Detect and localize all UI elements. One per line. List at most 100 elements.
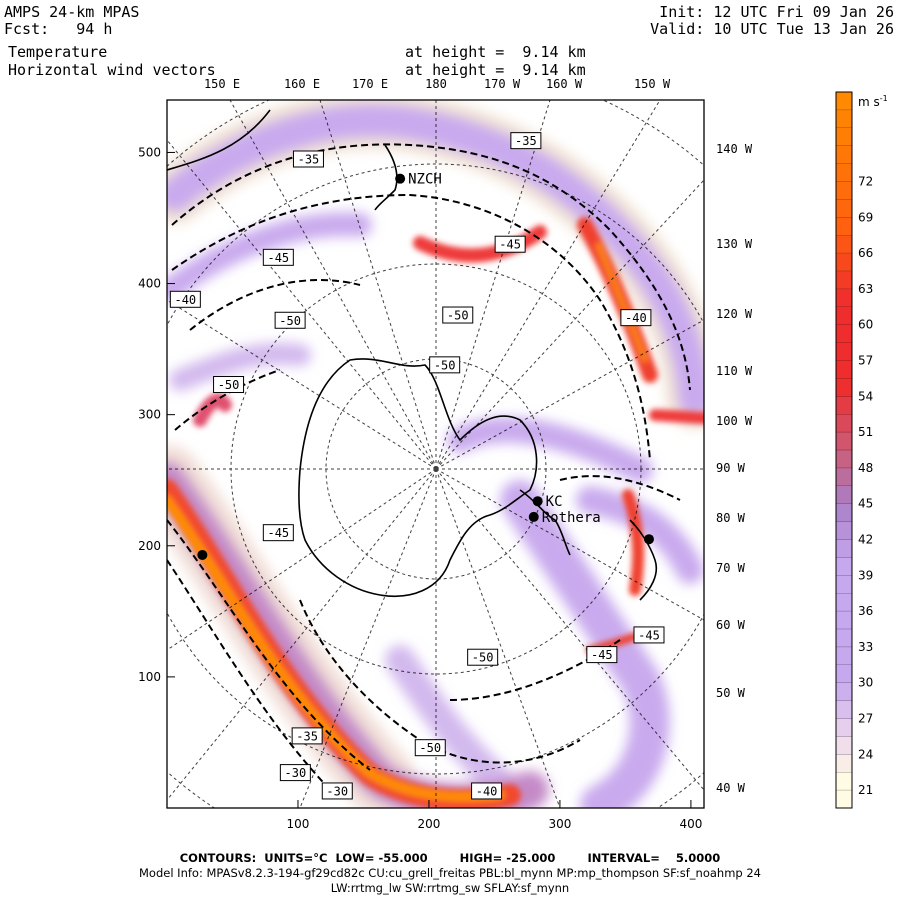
right-longitude-label: 140 W	[716, 142, 753, 156]
contour-label-box	[633, 626, 665, 644]
colorbar-segment	[836, 163, 852, 182]
colorbar-segment	[836, 557, 852, 576]
valid-label: Valid:	[650, 20, 705, 38]
colorbar-tick-label: 66	[858, 246, 873, 260]
top-longitude-label: 170 E	[352, 77, 388, 91]
x-tick-label: 300	[548, 817, 571, 831]
colorbar-segment	[836, 736, 852, 755]
australia-coast	[167, 109, 271, 171]
colorbar-segment	[836, 360, 852, 379]
colorbar-frame	[835, 91, 853, 809]
footer-model-info: Model Info: MPASv8.2.3-194-gf29cd82c CU:…	[139, 866, 761, 880]
contour-label-box	[262, 524, 294, 542]
x-tick-label: 100	[287, 817, 310, 831]
colorbar-tick-label: 51	[858, 425, 873, 439]
footer-contours: CONTOURS: UNITS=°C LOW= -55.000 HIGH= -2…	[179, 851, 721, 865]
contour-label: -30	[326, 784, 348, 798]
contour-label-box	[169, 290, 201, 308]
colorbar-segment	[836, 611, 852, 630]
contour-label-box	[213, 376, 245, 394]
colorbar-segment	[836, 127, 852, 147]
map-frame	[166, 99, 705, 809]
colorbar-tick-label: 57	[858, 354, 873, 368]
y-tick-label: 100	[138, 670, 161, 684]
colorbar-segment	[836, 199, 852, 218]
colorbar-tick-label: 69	[858, 210, 873, 224]
top-longitude-label: 150 W	[634, 77, 671, 91]
field-temperature: Temperature	[8, 43, 108, 61]
valid-time: Valid: 10 UTC Tue 13 Jan 26	[650, 21, 894, 38]
colorbar-segment	[836, 253, 852, 272]
graticule	[167, 100, 704, 808]
contour-label: -50	[447, 309, 469, 323]
colorbar-segment	[836, 664, 852, 684]
init-value: 12 UTC Fri 09 Jan 26	[713, 3, 894, 21]
colorbar-tick-label: 30	[858, 676, 873, 690]
colorbar-segment	[836, 288, 852, 308]
colorbar-segment	[836, 217, 852, 236]
contour-label: -45	[499, 238, 521, 252]
station-label: KC	[546, 494, 563, 510]
colorbar-tick-label: 60	[858, 318, 873, 332]
contour-label-box	[467, 648, 499, 666]
colorbar-tick-label: 33	[858, 640, 873, 654]
init-time: Init: 12 UTC Fri 09 Jan 26	[659, 4, 894, 21]
contour-label-box	[442, 306, 474, 324]
y-tick-label: 200	[138, 539, 161, 553]
colorbar-segment	[836, 539, 852, 558]
fcst-label: Fcst:	[4, 20, 50, 38]
colorbar-segment	[836, 485, 852, 505]
right-longitude-label: 100 W	[716, 414, 753, 428]
contour-label-box	[620, 309, 652, 327]
top-longitude-label: 150 E	[204, 77, 240, 91]
colorbar-segment	[836, 306, 852, 326]
height-1: at height = 9.14 km	[405, 43, 586, 61]
right-longitude-label: 110 W	[716, 364, 753, 378]
colorbar-tick-label: 39	[858, 568, 873, 582]
peninsula	[519, 489, 571, 556]
colorbar-segment	[836, 271, 852, 290]
colorbar-tick-label: 54	[858, 389, 873, 403]
station-marker	[528, 511, 539, 522]
colorbar-tick-label: 48	[858, 461, 873, 475]
colorbar-segment	[836, 342, 852, 361]
colorbar-segment	[836, 450, 852, 469]
contour-label-box	[279, 764, 311, 782]
colorbar-segment	[836, 503, 852, 523]
colorbar-units: m s-1	[858, 94, 888, 109]
field-wind: Horizontal wind vectors	[8, 61, 216, 79]
colorbar-segment	[836, 718, 852, 737]
colorbar-segment	[836, 432, 852, 451]
colorbar-segment	[836, 646, 852, 666]
contour-label: -45	[267, 526, 289, 540]
colorbar-segment	[836, 629, 852, 648]
valid-value: 10 UTC Tue 13 Jan 26	[713, 20, 894, 38]
contour-label-box	[292, 150, 324, 168]
south-america-tip	[629, 519, 658, 601]
right-longitude-label: 130 W	[716, 237, 753, 251]
new-zealand	[374, 144, 398, 211]
right-longitude-label: 50 W	[716, 686, 746, 700]
contour-label-box	[291, 727, 323, 745]
contour-label: -30	[285, 766, 307, 780]
contour-label: -35	[296, 729, 318, 743]
colorbar-segment	[836, 521, 852, 540]
colorbar-tick-label: 36	[858, 604, 873, 618]
top-longitude-label: 160 W	[546, 77, 583, 91]
colorbar-tick-label: 27	[858, 712, 873, 726]
right-longitude-label: 70 W	[716, 561, 746, 575]
footer-model-info-2: LW:rrtmg_lw SW:rrtmg_sw SFLAY:sf_mynn	[330, 881, 570, 895]
station-marker	[532, 496, 543, 507]
contour-label-box	[471, 782, 503, 800]
contour-label: -40	[174, 293, 196, 307]
contour-label: -50	[279, 314, 301, 328]
station-marker	[197, 549, 208, 560]
contour-label-box	[510, 132, 542, 150]
right-longitude-label: 60 W	[716, 618, 746, 632]
colorbar-tick-label: 42	[858, 533, 873, 547]
colorbar-segment	[836, 772, 852, 791]
contour-label-box	[429, 356, 461, 374]
colorbar-segment	[836, 754, 852, 773]
